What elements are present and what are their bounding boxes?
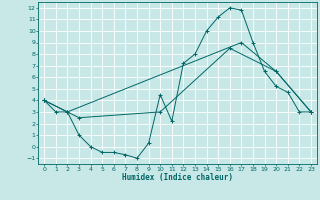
X-axis label: Humidex (Indice chaleur): Humidex (Indice chaleur) [122, 173, 233, 182]
